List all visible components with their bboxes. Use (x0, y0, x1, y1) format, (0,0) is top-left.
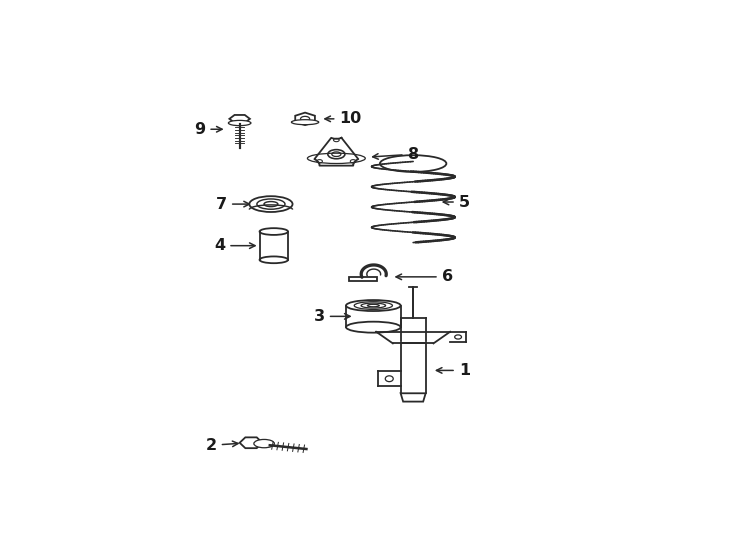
Polygon shape (295, 113, 315, 125)
Text: 6: 6 (396, 269, 453, 285)
Ellipse shape (257, 199, 285, 209)
Ellipse shape (254, 440, 275, 448)
Text: 1: 1 (437, 363, 470, 378)
Ellipse shape (260, 228, 288, 235)
Ellipse shape (264, 201, 278, 207)
Text: 7: 7 (216, 197, 250, 212)
Polygon shape (230, 115, 250, 123)
Ellipse shape (291, 120, 319, 125)
Ellipse shape (333, 138, 339, 141)
Ellipse shape (346, 322, 401, 333)
Text: 10: 10 (325, 111, 362, 126)
Ellipse shape (350, 160, 356, 163)
Text: 2: 2 (206, 438, 238, 453)
Text: 4: 4 (214, 238, 255, 253)
Polygon shape (239, 437, 262, 448)
Ellipse shape (300, 116, 310, 122)
Text: 9: 9 (195, 122, 222, 137)
Ellipse shape (346, 300, 401, 311)
Polygon shape (349, 277, 377, 281)
Polygon shape (401, 393, 426, 402)
Text: 3: 3 (313, 309, 350, 324)
Text: 5: 5 (443, 194, 470, 210)
Ellipse shape (228, 120, 251, 126)
Ellipse shape (260, 256, 288, 263)
Text: 8: 8 (373, 147, 418, 161)
Ellipse shape (250, 196, 293, 212)
Ellipse shape (328, 150, 345, 159)
Ellipse shape (316, 160, 322, 163)
